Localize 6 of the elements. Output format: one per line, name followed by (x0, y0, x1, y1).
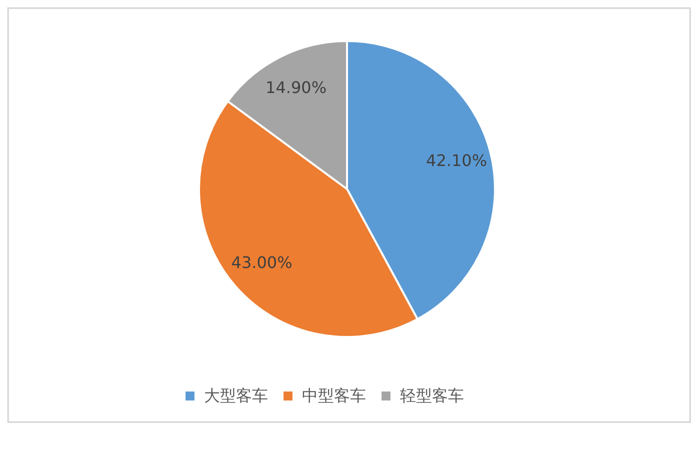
data-label: 43.00% (231, 253, 292, 272)
legend-label: 轻型客车 (400, 386, 464, 405)
data-label: 14.90% (266, 78, 327, 98)
data-label: 42.10% (426, 151, 488, 170)
legend-label: 中型客车 (302, 386, 366, 405)
legend-label: 大型客车 (204, 386, 268, 405)
